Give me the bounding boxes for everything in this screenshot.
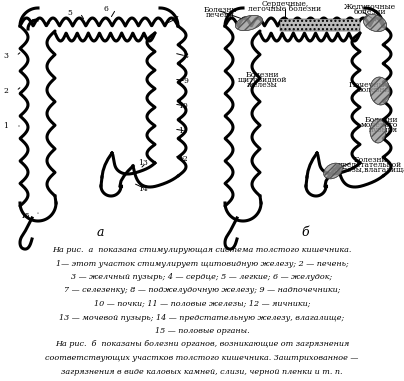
- Text: 10 — почки; 11 — половые железы; 12 — яичники;: 10 — почки; 11 — половые железы; 12 — яи…: [94, 300, 310, 308]
- Text: соответствующих участков толстого кишечника. Заштрихованное —: соответствующих участков толстого кишечн…: [45, 354, 359, 362]
- Text: железы: железы: [246, 81, 278, 89]
- Text: загрязнения в виде каловых камней, слизи, черной пленки и т. п.: загрязнения в виде каловых камней, слизи…: [61, 368, 343, 376]
- Text: 11: 11: [178, 127, 188, 135]
- Text: Почечные: Почечные: [349, 81, 390, 89]
- Text: 9: 9: [183, 77, 188, 85]
- Text: б: б: [301, 226, 309, 240]
- Text: 15 — половые органы.: 15 — половые органы.: [155, 327, 249, 335]
- Text: 2: 2: [3, 87, 8, 95]
- Text: легочные болезни: легочные болезни: [248, 5, 322, 13]
- Text: 7: 7: [173, 15, 178, 23]
- Text: 6: 6: [103, 5, 108, 13]
- Ellipse shape: [370, 119, 386, 143]
- Text: Болезни: Болезни: [203, 6, 237, 14]
- Ellipse shape: [236, 15, 263, 31]
- Text: 13: 13: [138, 159, 148, 167]
- Text: Сердечные,: Сердечные,: [261, 0, 309, 8]
- Text: щитовидной: щитовидной: [237, 76, 287, 84]
- Text: 7 — селезенку; 8 — поджелудочную железу; 9 — надпочечники;: 7 — селезенку; 8 — поджелудочную железу;…: [64, 287, 340, 295]
- Text: 14: 14: [138, 185, 148, 193]
- Text: 13 — мочевой пузырь; 14 — предстательную железу, влагалище;: 13 — мочевой пузырь; 14 — предстательную…: [59, 314, 345, 322]
- Text: 8: 8: [183, 52, 188, 60]
- Text: болезни: болезни: [354, 8, 386, 16]
- Text: предстательной: предстательной: [338, 161, 402, 169]
- Text: 10: 10: [178, 102, 188, 110]
- Text: На рис.  б  показаны болезни органов, возникающие от загрязнения: На рис. б показаны болезни органов, возн…: [55, 341, 349, 349]
- Text: а: а: [96, 226, 104, 240]
- Text: 3 — желчный пузырь; 4 — сердце; 5 — легкие; 6 — желудок;: 3 — желчный пузырь; 4 — сердце; 5 — легк…: [72, 273, 332, 281]
- Text: Болезни: Болезни: [245, 71, 279, 79]
- Text: Желудочные: Желудочные: [344, 3, 396, 11]
- Ellipse shape: [370, 77, 390, 105]
- Text: болезни: болезни: [358, 86, 390, 94]
- Ellipse shape: [363, 14, 387, 32]
- Text: 1— этот участок стимулирует щитовидную железу; 2 — печень;: 1— этот участок стимулирует щитовидную ж…: [56, 259, 348, 267]
- Text: 15: 15: [20, 212, 30, 220]
- Text: 3: 3: [3, 52, 8, 60]
- Text: 12: 12: [178, 155, 188, 163]
- Text: пузыря: пузыря: [369, 126, 398, 134]
- Text: 1: 1: [3, 122, 8, 130]
- Ellipse shape: [324, 163, 342, 179]
- Text: 5: 5: [67, 9, 72, 17]
- Text: мочевого: мочевого: [361, 121, 398, 129]
- Text: железы,влагалища: железы,влагалища: [332, 166, 404, 174]
- Text: 4: 4: [30, 19, 35, 27]
- Text: Болезни: Болезни: [353, 156, 387, 164]
- Text: На рис.  а  показана стимулирующая система толстого кишечника.: На рис. а показана стимулирующая система…: [52, 246, 352, 254]
- Text: Болезни: Болезни: [364, 116, 398, 124]
- Text: печени: печени: [206, 11, 234, 19]
- Bar: [280, 19, 360, 31]
